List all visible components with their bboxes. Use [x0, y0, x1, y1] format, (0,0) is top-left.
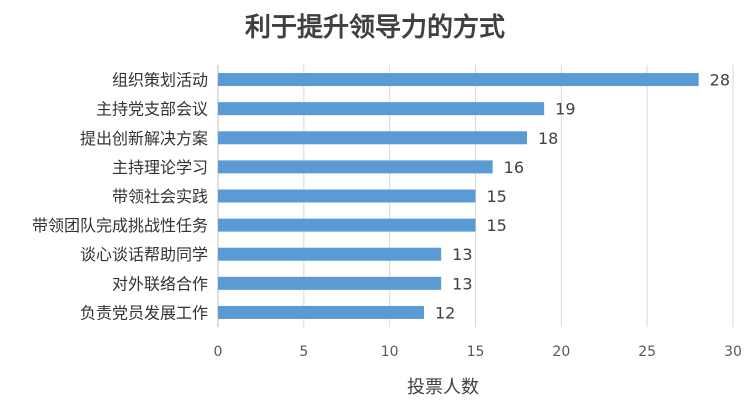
category-label: 谈心谈话帮助同学 — [80, 245, 208, 264]
bar — [218, 305, 424, 319]
data-label: 19 — [555, 100, 575, 119]
data-label: 12 — [435, 303, 455, 322]
data-label: 15 — [487, 187, 507, 206]
data-label: 16 — [504, 158, 524, 177]
bar — [218, 247, 442, 261]
category-label: 主持党支部会议 — [96, 100, 208, 119]
bar — [218, 102, 545, 116]
data-label: 15 — [487, 216, 507, 235]
data-label: 18 — [538, 129, 558, 148]
bar — [218, 189, 476, 203]
x-tick-label: 20 — [552, 344, 570, 360]
category-label: 带领社会实践 — [112, 187, 208, 206]
x-tick-label: 5 — [299, 344, 308, 360]
x-tick-label: 25 — [638, 344, 656, 360]
x-tick-label: 0 — [214, 344, 223, 360]
bar — [218, 218, 476, 232]
data-label: 13 — [452, 245, 472, 264]
x-tick-label: 15 — [467, 344, 485, 360]
category-label: 负责党员发展工作 — [80, 303, 208, 322]
chart-title: 利于提升领导力的方式 — [245, 12, 505, 43]
bar — [218, 73, 699, 87]
x-tick-label: 30 — [724, 344, 742, 360]
category-label: 提出创新解决方案 — [80, 129, 208, 148]
value-labels: 28 19 18 16 15 15 13 13 12 — [435, 71, 730, 323]
category-label: 对外联络合作 — [112, 274, 208, 293]
category-labels: 组织策划活动主持党支部会议提出创新解决方案主持理论学习带领社会实践带领团队完成挑… — [32, 71, 208, 323]
data-label: 28 — [710, 71, 730, 90]
category-label: 组织策划活动 — [112, 71, 208, 90]
x-tick-label: 10 — [381, 344, 399, 360]
data-label: 13 — [452, 274, 472, 293]
bar — [218, 131, 527, 145]
bar — [218, 276, 442, 290]
x-axis-title: 投票人数 — [407, 377, 479, 398]
x-tick-labels: 0 5 10 15 20 25 30 — [214, 344, 742, 360]
category-label: 主持理论学习 — [112, 158, 208, 177]
bars — [218, 73, 699, 319]
category-label: 带领团队完成挑战性任务 — [32, 216, 208, 235]
bar — [218, 160, 493, 174]
